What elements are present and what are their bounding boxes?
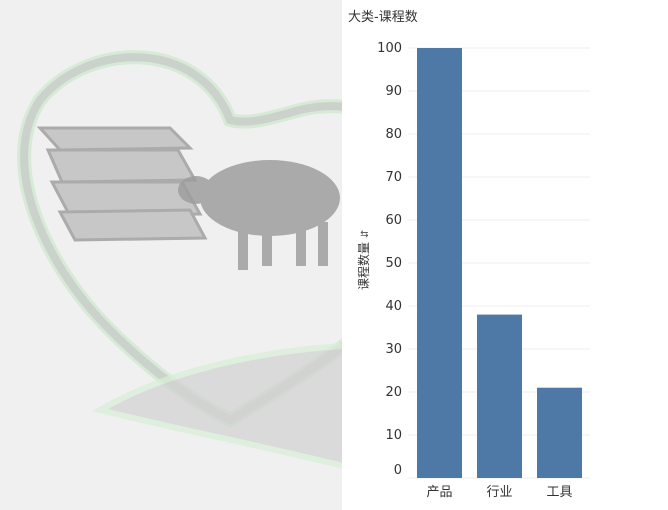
bar-行业[interactable]	[477, 314, 522, 478]
x-tick-label: 行业	[486, 485, 512, 500]
x-tick-label: 产品	[426, 485, 452, 500]
y-tick-label: 0	[394, 463, 402, 478]
y-tick-label: 70	[385, 170, 402, 185]
y-tick-label: 10	[385, 428, 402, 443]
x-tick-labels: 产品 行业 工具	[426, 485, 572, 500]
y-tick-label: 20	[385, 385, 402, 400]
y-tick-label: 50	[385, 256, 402, 271]
watermark-books	[36, 126, 208, 242]
y-tick-label: 90	[385, 84, 402, 99]
y-tick-label: 40	[385, 299, 402, 314]
bar-工具[interactable]	[537, 387, 582, 478]
bar-产品[interactable]	[417, 48, 462, 478]
watermark-sheep	[178, 160, 340, 270]
y-tick-labels: 0 10 20 30 40 50 60 70 80 90 100	[377, 41, 402, 478]
bars	[417, 48, 582, 478]
y-tick-label: 60	[385, 213, 402, 228]
y-tick-label: 30	[385, 342, 402, 357]
y-tick-label: 100	[377, 41, 402, 56]
y-tick-label: 80	[385, 127, 402, 142]
chart-title: 大类-课程数	[348, 10, 418, 25]
x-tick-label: 工具	[546, 485, 572, 500]
